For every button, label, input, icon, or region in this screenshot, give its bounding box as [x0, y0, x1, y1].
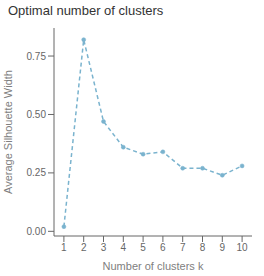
html-text:Optimal number of clusters: Optimal number of clusters: [8, 3, 164, 18]
svg-text:3: 3: [101, 242, 107, 253]
svg-text:9: 9: [220, 242, 226, 253]
svg-text:6: 6: [160, 242, 166, 253]
svg-text:4: 4: [121, 242, 127, 253]
svg-text:Average Silhouette Width: Average Silhouette Width: [2, 70, 14, 194]
svg-text:0.75: 0.75: [27, 51, 47, 62]
svg-text:5: 5: [140, 242, 146, 253]
svg-text:1: 1: [61, 242, 67, 253]
svg-text:0.00: 0.00: [27, 226, 47, 237]
svg-text:8: 8: [200, 242, 206, 253]
svg-text:2: 2: [81, 242, 87, 253]
svg-text:Number of clusters k: Number of clusters k: [103, 260, 204, 272]
svg-text:0.25: 0.25: [27, 167, 47, 178]
svg-text:0.50: 0.50: [27, 109, 47, 120]
svg-text:7: 7: [180, 242, 186, 253]
svg-text:10: 10: [237, 242, 249, 253]
